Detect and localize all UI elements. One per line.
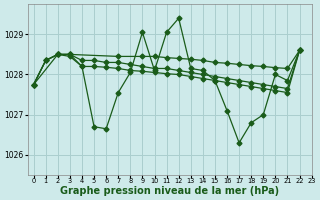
X-axis label: Graphe pression niveau de la mer (hPa): Graphe pression niveau de la mer (hPa) <box>60 186 279 196</box>
